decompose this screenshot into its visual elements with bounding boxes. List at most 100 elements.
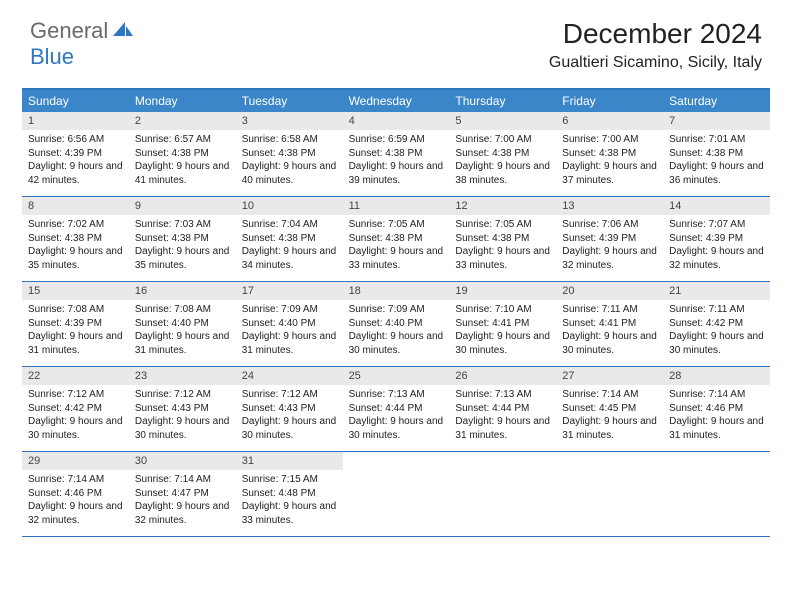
sunset-line: Sunset: 4:48 PM — [242, 487, 337, 501]
day-body: Sunrise: 7:12 AMSunset: 4:43 PMDaylight:… — [129, 385, 236, 448]
sunrise-line: Sunrise: 7:00 AM — [562, 133, 657, 147]
day-number: 9 — [129, 197, 236, 215]
sunrise-line: Sunrise: 7:10 AM — [455, 303, 550, 317]
sunset-line: Sunset: 4:40 PM — [242, 317, 337, 331]
sunrise-line: Sunrise: 7:12 AM — [28, 388, 123, 402]
day-number: 31 — [236, 452, 343, 470]
daylight-line: Daylight: 9 hours and 30 minutes. — [455, 330, 550, 357]
sunrise-line: Sunrise: 7:04 AM — [242, 218, 337, 232]
sunrise-line: Sunrise: 7:07 AM — [669, 218, 764, 232]
day-cell: 23Sunrise: 7:12 AMSunset: 4:43 PMDayligh… — [129, 367, 236, 451]
day-cell: 31Sunrise: 7:15 AMSunset: 4:48 PMDayligh… — [236, 452, 343, 536]
day-cell: 7Sunrise: 7:01 AMSunset: 4:38 PMDaylight… — [663, 112, 770, 196]
day-cell: 5Sunrise: 7:00 AMSunset: 4:38 PMDaylight… — [449, 112, 556, 196]
day-cell: 24Sunrise: 7:12 AMSunset: 4:43 PMDayligh… — [236, 367, 343, 451]
sunset-line: Sunset: 4:39 PM — [28, 317, 123, 331]
sunset-line: Sunset: 4:38 PM — [135, 232, 230, 246]
daylight-line: Daylight: 9 hours and 36 minutes. — [669, 160, 764, 187]
day-cell: 13Sunrise: 7:06 AMSunset: 4:39 PMDayligh… — [556, 197, 663, 281]
day-cell: 30Sunrise: 7:14 AMSunset: 4:47 PMDayligh… — [129, 452, 236, 536]
sunrise-line: Sunrise: 7:09 AM — [242, 303, 337, 317]
sunset-line: Sunset: 4:42 PM — [669, 317, 764, 331]
day-number: 22 — [22, 367, 129, 385]
day-body: Sunrise: 7:02 AMSunset: 4:38 PMDaylight:… — [22, 215, 129, 278]
day-number: 7 — [663, 112, 770, 130]
day-cell: 12Sunrise: 7:05 AMSunset: 4:38 PMDayligh… — [449, 197, 556, 281]
day-number: 30 — [129, 452, 236, 470]
day-body: Sunrise: 7:14 AMSunset: 4:46 PMDaylight:… — [663, 385, 770, 448]
daylight-line: Daylight: 9 hours and 31 minutes. — [242, 330, 337, 357]
day-cell: 26 Sunrise: 7:13 AMSunset: 4:44 PMDayligh… — [449, 367, 556, 451]
week-row: 22Sunrise: 7:12 AMSunset: 4:42 PMDayligh… — [22, 367, 770, 452]
sunset-line: Sunset: 4:38 PM — [242, 147, 337, 161]
day-body: Sunrise: 6:56 AMSunset: 4:39 PMDaylight:… — [22, 130, 129, 193]
day-cell: 29Sunrise: 7:14 AMSunset: 4:46 PMDayligh… — [22, 452, 129, 536]
sunrise-line: Sunrise: 7:12 AM — [242, 388, 337, 402]
day-body: Sunrise: 6:57 AMSunset: 4:38 PMDaylight:… — [129, 130, 236, 193]
sunset-line: Sunset: 4:38 PM — [349, 232, 444, 246]
header: General Blue December 2024 Gualtieri Sic… — [0, 0, 792, 80]
day-cell: 8Sunrise: 7:02 AMSunset: 4:38 PMDaylight… — [22, 197, 129, 281]
sunrise-line: Sunrise: 7:13 AM — [455, 388, 550, 402]
sunrise-line: Sunrise: 7:15 AM — [242, 473, 337, 487]
empty-cell — [449, 452, 556, 536]
sunrise-line: Sunrise: 7:01 AM — [669, 133, 764, 147]
day-cell: 25Sunrise: 7:13 AMSunset: 4:44 PMDayligh… — [343, 367, 450, 451]
daylight-line: Daylight: 9 hours and 31 minutes. — [562, 415, 657, 442]
sunrise-line: Sunrise: 7:06 AM — [562, 218, 657, 232]
sunset-line: Sunset: 4:46 PM — [28, 487, 123, 501]
daylight-line: Daylight: 9 hours and 33 minutes. — [349, 245, 444, 272]
day-number: 21 — [663, 282, 770, 300]
day-number: 18 — [343, 282, 450, 300]
day-body: Sunrise: 7:12 AMSunset: 4:42 PMDaylight:… — [22, 385, 129, 448]
logo: General Blue — [30, 18, 135, 70]
day-number: 17 — [236, 282, 343, 300]
week-row: 1Sunrise: 6:56 AMSunset: 4:39 PMDaylight… — [22, 112, 770, 197]
sunrise-line: Sunrise: 7:14 AM — [135, 473, 230, 487]
daylight-line: Daylight: 9 hours and 39 minutes. — [349, 160, 444, 187]
day-body: Sunrise: 7:01 AMSunset: 4:38 PMDaylight:… — [663, 130, 770, 193]
day-body: Sunrise: 7:13 AMSunset: 4:44 PMDaylight:… — [343, 385, 450, 448]
day-number: 14 — [663, 197, 770, 215]
daylight-line: Daylight: 9 hours and 30 minutes. — [28, 415, 123, 442]
sunset-line: Sunset: 4:41 PM — [455, 317, 550, 331]
sunset-line: Sunset: 4:40 PM — [135, 317, 230, 331]
day-body: Sunrise: 7:00 AMSunset: 4:38 PMDaylight:… — [449, 130, 556, 193]
day-body: Sunrise: 7:14 AMSunset: 4:45 PMDaylight:… — [556, 385, 663, 448]
day-cell: 17 Sunrise: 7:09 AMSunset: 4:40 PMDayligh… — [236, 282, 343, 366]
day-body: Sunrise: 7:06 AMSunset: 4:39 PMDaylight:… — [556, 215, 663, 278]
daylight-line: Daylight: 9 hours and 32 minutes. — [135, 500, 230, 527]
day-body: Sunrise: 7:10 AMSunset: 4:41 PMDaylight:… — [449, 300, 556, 363]
day-body: Sunrise: 7:12 AMSunset: 4:43 PMDaylight:… — [236, 385, 343, 448]
sunset-line: Sunset: 4:44 PM — [455, 402, 550, 416]
daylight-line: Daylight: 9 hours and 31 minutes. — [669, 415, 764, 442]
daylight-line: Daylight: 9 hours and 35 minutes. — [28, 245, 123, 272]
week-row: 15Sunrise: 7:08 AMSunset: 4:39 PMDayligh… — [22, 282, 770, 367]
day-header-row: SundayMondayTuesdayWednesdayThursdayFrid… — [22, 90, 770, 112]
sunset-line: Sunset: 4:39 PM — [562, 232, 657, 246]
day-number: 26 — [449, 367, 556, 385]
sunrise-line: Sunrise: 7:13 AM — [349, 388, 444, 402]
day-header: Sunday — [22, 90, 129, 112]
sunrise-line: Sunrise: 7:09 AM — [349, 303, 444, 317]
sunrise-line: Sunrise: 7:11 AM — [562, 303, 657, 317]
day-body: Sunrise: 7:05 AMSunset: 4:38 PMDaylight:… — [449, 215, 556, 278]
empty-cell — [663, 452, 770, 536]
day-body: Sunrise: 7:03 AMSunset: 4:38 PMDaylight:… — [129, 215, 236, 278]
daylight-line: Daylight: 9 hours and 30 minutes. — [669, 330, 764, 357]
day-body: Sunrise: 6:59 AMSunset: 4:38 PMDaylight:… — [343, 130, 450, 193]
day-cell: 6Sunrise: 7:00 AMSunset: 4:38 PMDaylight… — [556, 112, 663, 196]
logo-sail-icon — [111, 20, 135, 38]
logo-text: General Blue — [30, 18, 135, 70]
day-number: 28 — [663, 367, 770, 385]
day-body: Sunrise: 7:04 AMSunset: 4:38 PMDaylight:… — [236, 215, 343, 278]
daylight-line: Daylight: 9 hours and 38 minutes. — [455, 160, 550, 187]
day-number: 13 — [556, 197, 663, 215]
day-body: Sunrise: 7:09 AMSunset: 4:40 PMDaylight:… — [343, 300, 450, 363]
sunset-line: Sunset: 4:38 PM — [669, 147, 764, 161]
daylight-line: Daylight: 9 hours and 30 minutes. — [349, 415, 444, 442]
day-number: 27 — [556, 367, 663, 385]
sunset-line: Sunset: 4:42 PM — [28, 402, 123, 416]
day-body: Sunrise: 7:08 AMSunset: 4:40 PMDaylight:… — [129, 300, 236, 363]
daylight-line: Daylight: 9 hours and 31 minutes. — [455, 415, 550, 442]
